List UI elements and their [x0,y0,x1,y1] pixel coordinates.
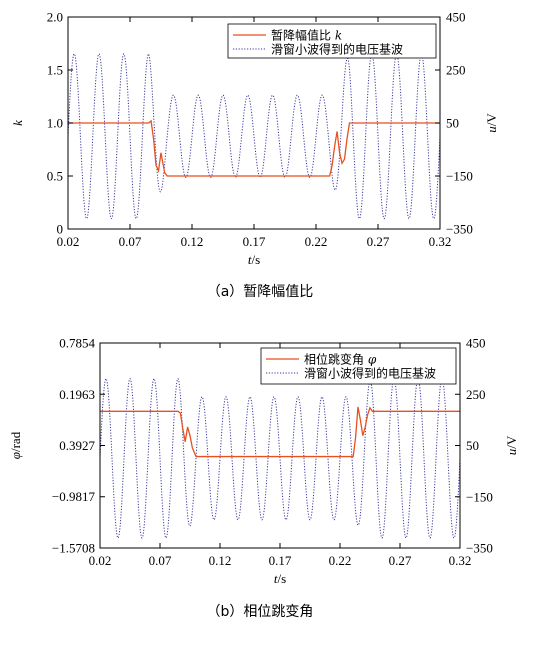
y-right-tick-label: 50 [466,438,479,453]
x-tick-label: 0.02 [57,234,80,249]
y-right-tick-label: 50 [446,116,459,131]
y-left-axis-label: k [10,120,25,126]
y-left-tick-label: 0.1963 [59,387,95,402]
legend-box [227,23,437,59]
y-right-axis-label-unit: /V [484,113,499,127]
legend-entry-text: 滑窗小波得到的电压基波 [304,365,436,380]
y-right-tick-label: −150 [466,489,493,504]
series-voltage-line [100,377,460,539]
y-right-tick-label: −150 [446,169,473,184]
legend-entry-symbol: k [335,28,342,42]
x-tick-label: 0.27 [389,553,412,568]
x-tick-label: 0.12 [209,553,232,568]
x-tick-label: 0.07 [119,234,142,249]
y-right-axis-label: u/V [504,435,519,455]
y-left-axis-label: φ/rad [8,431,23,459]
x-tick-label: 0.17 [243,234,266,249]
x-tick-label: 0.32 [449,553,472,568]
series-main-line [100,406,460,458]
y-left-tick-label: −1.5708 [52,541,95,556]
series-voltage-line [68,53,440,220]
legend-entry-0: 暂降幅值比 k [271,27,342,42]
y-left-tick-label: 0.3927 [59,438,95,453]
y-left-axis-label-unit: /rad [8,431,23,452]
x-tick-label: 0.22 [329,553,352,568]
x-tick-label: 0.07 [149,553,172,568]
y-right-axis-label-unit: /V [504,435,519,449]
legend-entry-1: 滑窗小波得到的电压基波 [271,41,403,56]
y-right-tick-label: 250 [446,63,466,78]
x-axis-label-symbol: t [248,252,252,267]
y-left-axis-label-symbol: φ [8,452,23,459]
x-tick-label: 0.12 [181,234,204,249]
x-tick-label: 0.17 [269,553,292,568]
y-right-axis-label-symbol: u [504,448,519,455]
y-left-axis-label-symbol: k [10,120,25,126]
legend-entry-text: 滑窗小波得到的电压基波 [271,41,403,56]
y-right-axis-label-symbol: u [484,126,499,133]
chart-0: 0.02 0.07 0.12 0.17 0.22 0.27 0.32 0 0.5 1.0 1.5 2.… [10,10,499,301]
y-left-tick-label: −0.9817 [52,489,96,504]
y-left-tick-label: 0.7854 [59,336,95,351]
y-left-tick-label: 2.0 [47,10,63,25]
legend-entry-text: 相位跳变角 [304,351,368,366]
chart-1: 0.02 0.07 0.12 0.17 0.22 0.27 0.32 −1.5708 −0.98… [8,336,519,621]
legend-box [260,347,457,385]
x-axis-label: t/s [248,252,260,267]
x-axis-label-unit: /s [277,571,286,586]
y-left-tick-label: 1.0 [47,116,63,131]
y-right-axis-label: u/V [484,113,499,133]
y-left-tick-label: 1.5 [47,63,63,78]
y-right-tick-label: 450 [446,10,466,25]
x-axis-label: t/s [274,571,286,586]
y-right-tick-label: 250 [466,387,486,402]
y-right-tick-label: 450 [466,336,486,351]
x-tick-label: 0.22 [305,234,328,249]
legend-entry-1: 滑窗小波得到的电压基波 [304,365,436,380]
x-axis-label-unit: /s [251,252,260,267]
y-right-tick-label: −350 [466,541,493,556]
legend-entry-symbol: φ [368,352,377,366]
y-left-tick-label: 0.5 [47,169,63,184]
legend-entry-text: 暂降幅值比 [271,27,335,42]
x-tick-label: 0.27 [367,234,390,249]
x-tick-label: 0.02 [89,553,112,568]
x-tick-label: 0.32 [429,234,452,249]
x-axis-label-symbol: t [274,571,278,586]
legend-entry-0: 相位跳变角 φ [304,351,377,366]
y-right-tick-label: −350 [446,222,473,237]
chart-caption: （a）暂降幅值比 [207,284,314,300]
y-left-tick-label: 0 [57,222,64,237]
series-main-line [68,119,440,177]
chart-caption: （b）相位跳变角 [207,604,314,620]
